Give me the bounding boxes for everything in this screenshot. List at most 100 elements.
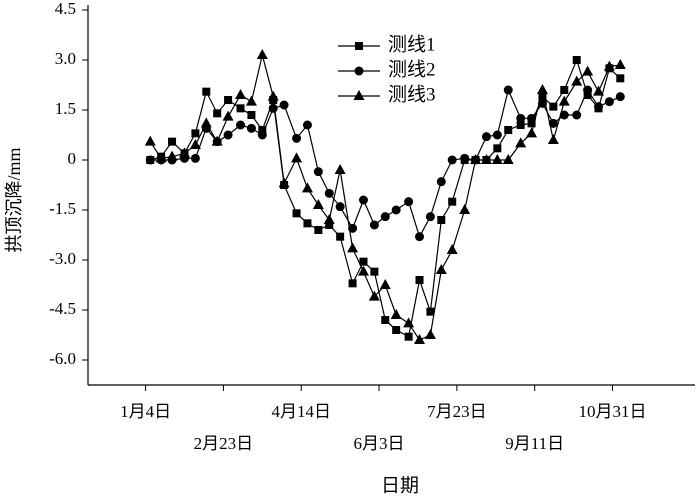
marker xyxy=(313,167,323,177)
marker xyxy=(470,154,482,164)
marker xyxy=(425,212,435,222)
marker xyxy=(224,96,233,104)
marker xyxy=(503,85,513,95)
marker xyxy=(527,113,537,123)
marker xyxy=(527,119,536,128)
marker xyxy=(314,226,323,234)
marker xyxy=(460,153,470,163)
marker xyxy=(359,257,368,266)
marker xyxy=(516,121,525,129)
marker xyxy=(404,332,413,341)
marker xyxy=(358,195,368,205)
legend-marker xyxy=(353,90,365,100)
marker xyxy=(325,221,334,229)
marker xyxy=(516,113,526,123)
marker xyxy=(211,135,223,146)
marker xyxy=(236,120,246,130)
legend-marker xyxy=(355,42,363,50)
marker xyxy=(403,317,415,328)
y-axis-label: 拱顶沉降/mm xyxy=(4,147,24,252)
marker xyxy=(336,232,345,241)
marker xyxy=(189,139,201,149)
marker xyxy=(368,290,380,301)
marker xyxy=(348,279,357,288)
marker xyxy=(245,95,257,106)
marker xyxy=(436,177,446,187)
legend-label: 测线2 xyxy=(388,58,436,80)
marker xyxy=(334,164,346,174)
marker xyxy=(370,267,379,276)
marker xyxy=(447,155,457,165)
marker xyxy=(168,137,177,146)
marker xyxy=(571,75,583,86)
marker xyxy=(615,92,625,102)
marker xyxy=(268,103,278,113)
marker xyxy=(526,127,538,138)
marker xyxy=(414,334,426,344)
marker xyxy=(446,244,458,254)
marker xyxy=(404,197,414,207)
marker xyxy=(415,276,424,284)
marker xyxy=(292,209,301,218)
marker xyxy=(222,110,234,121)
marker xyxy=(303,219,312,228)
marker xyxy=(379,279,391,289)
marker xyxy=(480,154,492,164)
marker xyxy=(491,154,503,164)
marker xyxy=(437,216,446,224)
marker xyxy=(392,326,401,334)
marker xyxy=(166,150,178,161)
marker xyxy=(247,111,256,119)
y-tick-label: -1.5 xyxy=(49,199,76,218)
marker xyxy=(435,264,447,274)
marker xyxy=(191,129,200,138)
marker xyxy=(426,307,435,316)
x-tick-label: 6月3日 xyxy=(354,434,405,453)
y-tick-label: -4.5 xyxy=(49,299,76,318)
marker xyxy=(547,134,559,144)
marker xyxy=(190,153,200,163)
marker xyxy=(583,85,593,95)
marker xyxy=(616,74,625,83)
legend-label: 测线1 xyxy=(388,33,436,55)
marker xyxy=(558,95,570,106)
marker xyxy=(145,155,155,165)
marker xyxy=(582,65,594,76)
marker xyxy=(279,100,289,110)
legend-label: 测线3 xyxy=(388,83,436,105)
marker xyxy=(324,188,334,198)
marker xyxy=(357,265,369,276)
marker xyxy=(424,329,436,339)
marker xyxy=(538,92,547,101)
marker xyxy=(292,133,302,143)
marker xyxy=(502,154,514,164)
x-tick-label: 4月14日 xyxy=(271,402,331,421)
marker xyxy=(144,135,156,146)
marker xyxy=(548,118,558,128)
marker xyxy=(515,137,527,148)
marker xyxy=(257,130,267,140)
marker xyxy=(235,89,247,99)
marker xyxy=(236,104,245,113)
marker xyxy=(448,197,457,206)
marker xyxy=(536,84,548,94)
marker xyxy=(549,102,558,111)
marker xyxy=(380,212,390,222)
marker xyxy=(604,97,614,107)
marker xyxy=(603,60,615,71)
x-tick-label: 9月11日 xyxy=(505,434,564,453)
marker xyxy=(614,59,626,69)
marker xyxy=(178,147,190,158)
y-tick-label: -6.0 xyxy=(49,349,76,368)
marker xyxy=(301,182,313,193)
y-tick-label: 0 xyxy=(68,149,77,168)
marker xyxy=(594,102,604,112)
x-tick-label: 10月31日 xyxy=(579,402,647,421)
marker xyxy=(202,87,211,96)
marker xyxy=(504,126,513,134)
marker xyxy=(572,110,582,120)
marker xyxy=(223,130,233,140)
marker xyxy=(256,49,268,59)
marker xyxy=(583,91,592,99)
